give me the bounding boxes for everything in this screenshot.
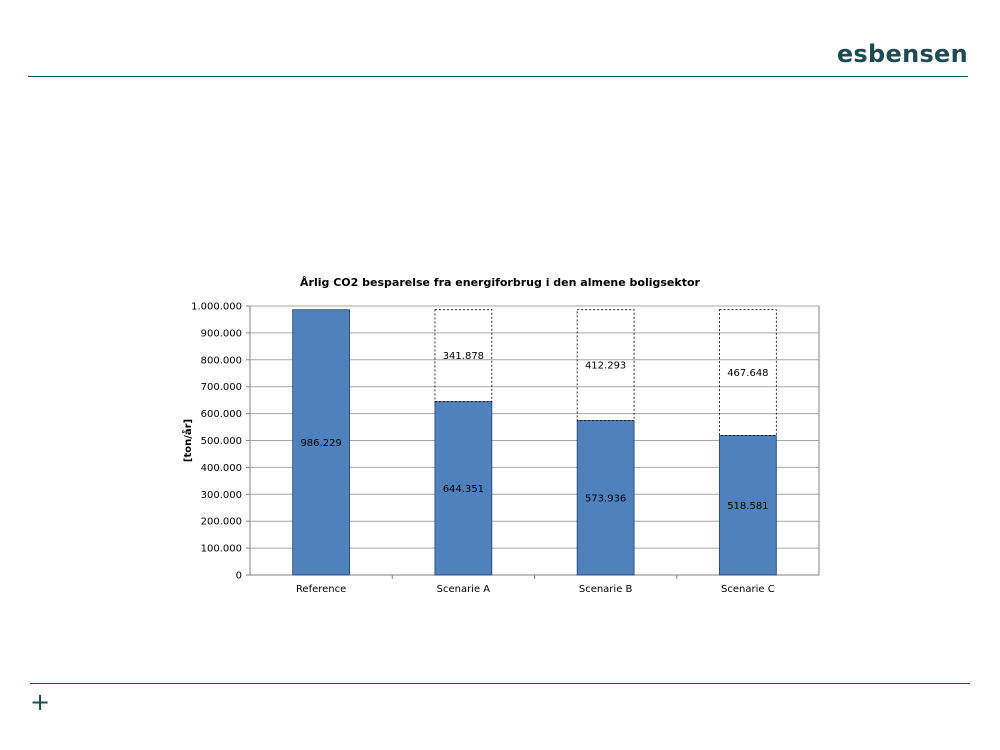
savings-bar — [576, 309, 635, 422]
x-tick-label: Scenarie C — [721, 584, 775, 595]
y-tick-label: 900.000 — [201, 328, 242, 339]
y-tick-label: 1.000.000 — [191, 302, 242, 313]
brand-logo: esbensen — [836, 40, 968, 68]
savings-bar — [434, 309, 493, 403]
savings-data-label: 412.293 — [585, 361, 626, 372]
y-tick-label: 300.000 — [201, 490, 242, 501]
savings-data-label: 341.878 — [443, 351, 484, 362]
x-tick-label: Reference — [296, 584, 346, 595]
y-tick-label: 500.000 — [201, 436, 242, 447]
plus-icon[interactable]: + — [30, 688, 51, 716]
bar — [576, 420, 635, 576]
y-tick-label: 800.000 — [201, 355, 242, 366]
data-label: 518.581 — [727, 501, 768, 512]
footer-divider — [30, 683, 970, 684]
bar — [292, 309, 350, 576]
bar — [434, 401, 493, 576]
chart-title: Årlig CO2 besparelse fra energiforbrug i… — [300, 276, 700, 289]
y-tick-label: 400.000 — [201, 463, 242, 474]
y-tick-label: 700.000 — [201, 382, 242, 393]
y-tick-label: 600.000 — [201, 409, 242, 420]
data-label: 573.936 — [585, 493, 626, 504]
savings-bar — [719, 309, 777, 436]
y-tick-label: 100.000 — [201, 544, 242, 555]
bar — [719, 435, 777, 576]
y-tick-label: 200.000 — [201, 517, 242, 528]
y-tick-label: 0 — [236, 571, 242, 582]
savings-data-label: 467.648 — [727, 368, 768, 379]
x-tick-label: Scenarie B — [579, 584, 633, 595]
y-axis-label: [ton/år] — [181, 419, 194, 462]
header-divider — [28, 76, 968, 77]
data-label: 644.351 — [443, 484, 484, 495]
x-tick-label: Scenarie A — [437, 584, 491, 595]
data-label: 986.229 — [300, 438, 341, 449]
